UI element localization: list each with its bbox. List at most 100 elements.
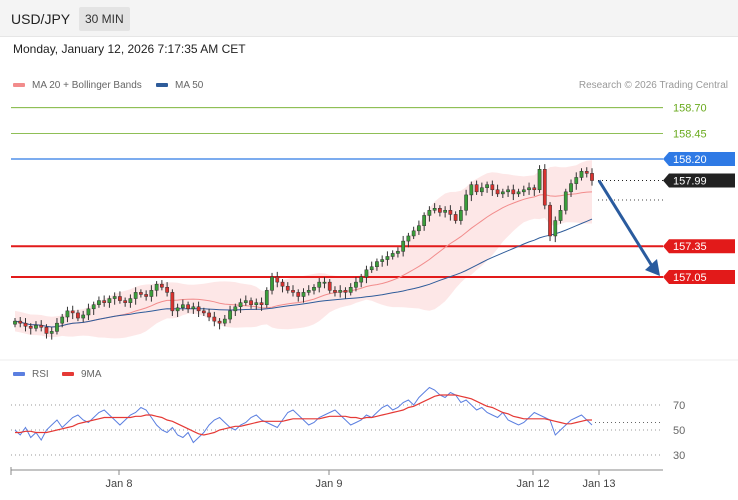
candle-body [222,318,227,324]
legend-ma50-label: MA 50 [175,80,204,91]
candle-body [411,230,416,237]
timeframe-button[interactable]: 30 MIN [79,7,130,31]
candle-body [243,300,248,303]
candle-body [60,316,65,324]
candle-body [133,292,138,299]
candle-body [453,214,458,221]
candle-body [380,259,385,262]
level-label: 158.45 [673,128,707,140]
candle-body [590,173,594,181]
x-tick-label: Jan 12 [516,478,549,490]
candle-body [396,251,400,254]
candle-body [406,235,411,242]
candle-body [49,331,54,334]
candle-body [390,253,395,257]
ma50-line [14,218,593,328]
candle-body [76,312,80,319]
candle-body [149,290,154,297]
level-label: 157.05 [673,272,707,284]
candle-body [259,302,264,305]
level-tag [663,173,735,188]
candle-body [301,292,306,297]
candle-body [348,287,353,293]
candle-body [485,184,489,188]
candle-body [317,281,322,288]
rsi-ma9-line [15,394,592,436]
candle-body [264,290,269,305]
candle-body [574,177,579,184]
ma50-swatch [156,83,168,88]
candle-body [548,204,552,237]
candle-body [97,300,101,305]
candle-body [249,300,253,305]
level-label: 158.70 [673,103,707,115]
legend-ma50: MA 50 [156,80,203,91]
candle-body [212,316,217,322]
candle-body [217,320,222,324]
rsi-swatch [13,372,25,377]
candle-body [333,290,337,293]
candle-body [306,290,311,293]
candle-body [417,225,421,232]
candle-body [123,300,128,303]
candle-body [537,169,542,191]
candle-body [322,281,327,284]
candle-body [91,304,96,310]
candle-body [338,290,343,293]
candle-body [102,300,107,303]
candle-body [563,191,568,211]
candle-body [112,296,117,299]
candle-body [39,324,44,328]
legend-9ma: 9MA [62,369,102,380]
rsi-tick-label: 30 [673,450,685,462]
rsi-tick-label: 50 [673,425,685,437]
candle-body [490,184,495,191]
candle-body [296,292,301,297]
x-tick-label: Jan 8 [106,478,133,490]
level-tag [663,270,735,284]
candle-body [521,189,526,193]
symbol-label: USD/JPY [11,11,71,27]
forecast-arrowhead [645,259,660,276]
candle-body [385,256,390,260]
legend-9ma-label: 9MA [81,369,102,380]
legend-rsi-label: RSI [32,369,49,380]
candle-body [516,191,521,195]
candle-body [201,310,206,314]
x-tick-label: Jan 9 [316,478,343,490]
candle-body [13,320,17,325]
rsi-tick-label: 70 [673,400,685,412]
candle-body [364,269,369,278]
ma20-swatch [13,83,25,88]
candle-body [584,171,589,174]
candle-body [459,210,463,221]
candle-body [65,310,70,318]
candle-body [312,287,316,291]
candle-body [144,294,148,297]
candle-body [154,283,159,291]
candle-body [70,310,75,314]
candle-body [511,189,516,195]
candle-body [186,304,190,310]
candle-body [175,307,180,312]
x-tick-label: Jan 13 [582,478,615,490]
candle-body [275,276,280,283]
candle-body [291,290,295,293]
bollinger-band [15,160,592,339]
candle-body [479,187,484,193]
candle-body [354,281,358,288]
candle-body [280,281,285,287]
candle-body [327,281,332,291]
candle-body [569,183,573,193]
candle-body [359,276,364,283]
candle-body [207,312,211,318]
candle-body [254,302,259,305]
candle-body [270,276,274,291]
candle-body [160,283,164,288]
candle-body [542,169,547,206]
level-tag [663,152,735,166]
candle-body [500,191,505,195]
chart-header: USD/JPY 30 MIN [0,0,738,37]
candle-body [107,298,112,303]
